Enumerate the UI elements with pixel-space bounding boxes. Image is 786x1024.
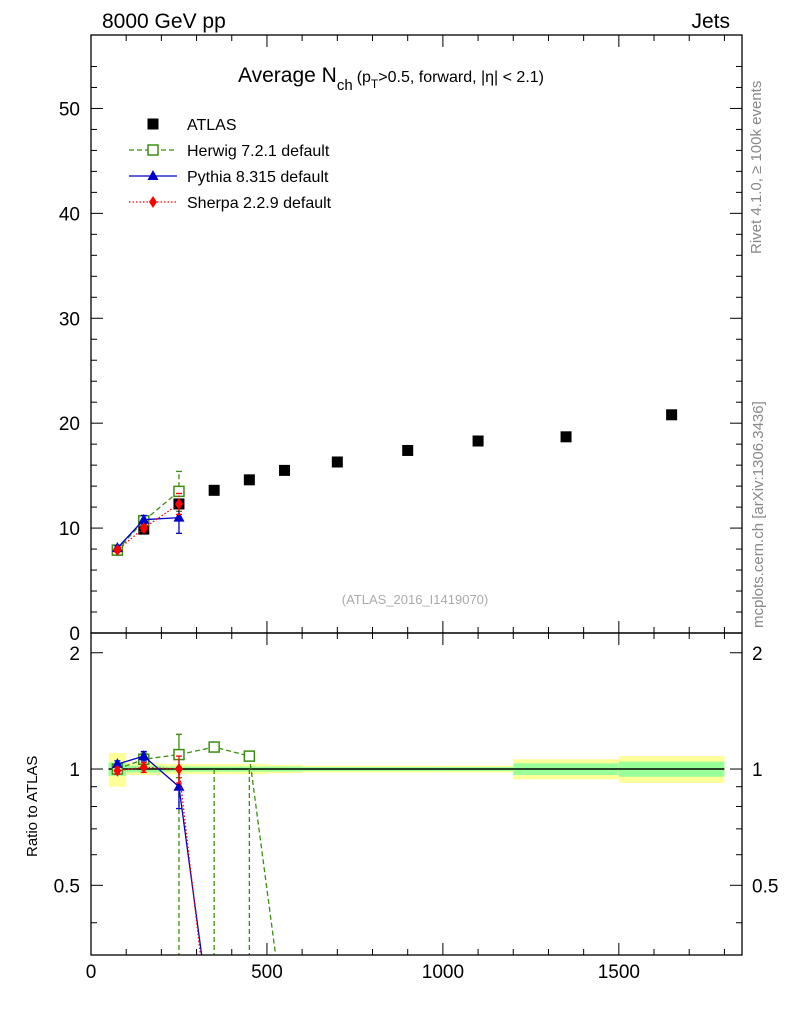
pythia-point xyxy=(173,511,185,522)
y-tick-label: 10 xyxy=(59,519,80,540)
process-label: Jets xyxy=(691,10,730,33)
atlas-point xyxy=(666,409,678,421)
legend-label-atlas: ATLAS xyxy=(187,117,237,134)
y-tick-label: 40 xyxy=(59,204,80,225)
series-atlas xyxy=(111,409,678,556)
y-tick-label: 20 xyxy=(59,414,80,435)
x-tick-label: 1500 xyxy=(598,962,640,983)
y-tick-label: 50 xyxy=(59,99,80,120)
chart-title: Average Nch (pT>0.5, forward, |η| < 2.1) xyxy=(238,64,544,94)
y-tick-label: 0 xyxy=(69,624,80,645)
pythia-ratio-point xyxy=(138,750,150,761)
title-cond-rest: >0.5, forward, |η| < 2.1) xyxy=(378,69,544,86)
ratio-frame xyxy=(90,632,743,956)
title-main: Average N xyxy=(238,64,337,87)
ratio-y-tick-label-right: 1 xyxy=(752,760,763,781)
atlas-point xyxy=(243,474,255,486)
ratio-y-tick-label: 2 xyxy=(69,644,80,665)
pythia-ratio-point xyxy=(111,758,123,769)
ratio-y-tick-label-right: 2 xyxy=(752,644,763,665)
sherpa-line xyxy=(116,503,180,551)
sherpa-point xyxy=(113,544,122,557)
mcplots-label: mcplots.cern.ch [arXiv:1306.3436] xyxy=(750,401,767,628)
ratio-y-tick-label: 1 xyxy=(69,760,80,781)
legend-marker-sherpa xyxy=(149,196,157,208)
legend-marker-atlas xyxy=(147,118,159,130)
main-series-layer xyxy=(111,409,678,557)
sherpa-ratio-point xyxy=(174,763,183,776)
y-tick-label: 30 xyxy=(59,309,80,330)
title-sub: ch xyxy=(337,77,353,94)
ratio-series-pythia xyxy=(111,750,203,955)
atlas-point xyxy=(472,435,484,447)
sherpa-point xyxy=(139,522,148,535)
ratio-y-tick-label: 0.5 xyxy=(54,876,80,897)
herwig-ratio-point xyxy=(208,741,220,753)
sherpa-ratio-line xyxy=(117,766,202,955)
legend: ATLAS Herwig 7.2.1 default Pythia 8.315 de… xyxy=(129,117,332,212)
legend-label-sherpa: Sherpa 2.2.9 default xyxy=(187,195,332,212)
herwig-point xyxy=(173,485,185,498)
x-tick-label: 0 xyxy=(86,962,97,983)
ratio-ylabel: Ratio to ATLAS xyxy=(24,756,41,857)
atlas-point xyxy=(279,464,291,476)
atlas-point xyxy=(402,444,414,456)
pythia-point xyxy=(138,513,150,524)
atlas-point xyxy=(560,431,572,443)
x-tick-label: 500 xyxy=(251,962,283,983)
rivet-version-label: Rivet 4.1.0, ≥ 100k events xyxy=(748,81,765,254)
sherpa-point xyxy=(174,497,183,510)
ratio-series-layer xyxy=(111,733,277,955)
x-tick-label: 1000 xyxy=(422,962,464,983)
sherpa-ratio-point xyxy=(113,764,122,777)
atlas-point xyxy=(208,484,220,496)
atlas-point xyxy=(331,456,343,468)
ratio-uncertainty-bands xyxy=(108,753,725,787)
legend-marker-herwig xyxy=(147,144,159,156)
legend-label-pythia: Pythia 8.315 default xyxy=(187,169,329,186)
energy-label: 8000 GeV pp xyxy=(102,10,226,33)
series-sherpa xyxy=(113,492,183,557)
pythia-ratio-line xyxy=(117,755,203,955)
herwig-ratio-line xyxy=(117,746,277,955)
ratio-series-sherpa xyxy=(113,755,202,955)
axes-layer: 0 500 1000 1500 0 10 20 30 40 50 0.5 0.5 1 1 2 2 xyxy=(54,34,778,983)
herwig-ratio-point xyxy=(243,750,256,762)
title-cond: (p xyxy=(357,69,371,86)
analysis-watermark: (ATLAS_2016_I1419070) xyxy=(342,592,488,607)
legend-label-herwig: Herwig 7.2.1 default xyxy=(187,143,330,160)
legend-marker-pythia xyxy=(147,170,159,180)
title-cond-sub: T xyxy=(371,77,379,91)
sherpa-ratio-point xyxy=(139,761,148,774)
ratio-y-tick-label-right: 0.5 xyxy=(752,876,778,897)
